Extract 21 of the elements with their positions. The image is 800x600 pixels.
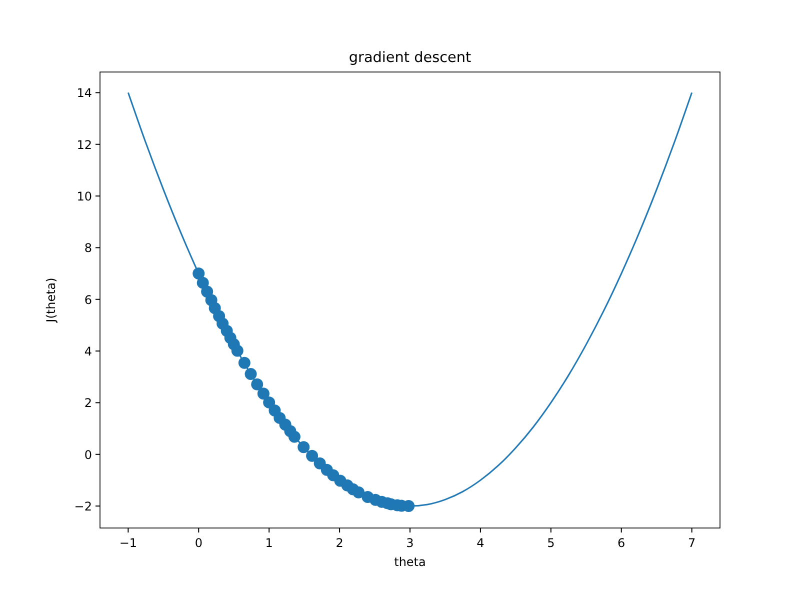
x-tick-label: −1 bbox=[119, 536, 138, 550]
y-tick-label: 8 bbox=[84, 241, 92, 256]
y-tick-label: 12 bbox=[76, 138, 92, 152]
y-axis-title: J(theta) bbox=[44, 278, 58, 324]
x-axis-title: theta bbox=[394, 555, 426, 569]
y-tick-label: 0 bbox=[84, 448, 92, 462]
x-tick-label: 0 bbox=[194, 536, 202, 550]
y-tick-label: 6 bbox=[84, 292, 92, 307]
y-tick-label: 10 bbox=[76, 190, 92, 204]
x-tick-label: 1 bbox=[265, 536, 273, 550]
x-tick-label: 7 bbox=[688, 536, 696, 550]
x-tick-label: 4 bbox=[476, 536, 484, 550]
y-tick-label: 2 bbox=[84, 396, 92, 410]
chart-title: gradient descent bbox=[348, 50, 472, 66]
x-tick-label: 3 bbox=[406, 536, 414, 550]
x-tick-label: 6 bbox=[618, 536, 626, 550]
x-tick-label: 2 bbox=[336, 536, 344, 550]
y-tick-label: −2 bbox=[74, 500, 92, 514]
x-tick-label: 5 bbox=[547, 536, 555, 550]
y-tick-label: 14 bbox=[76, 86, 92, 100]
y-tick-label: 4 bbox=[84, 344, 92, 359]
